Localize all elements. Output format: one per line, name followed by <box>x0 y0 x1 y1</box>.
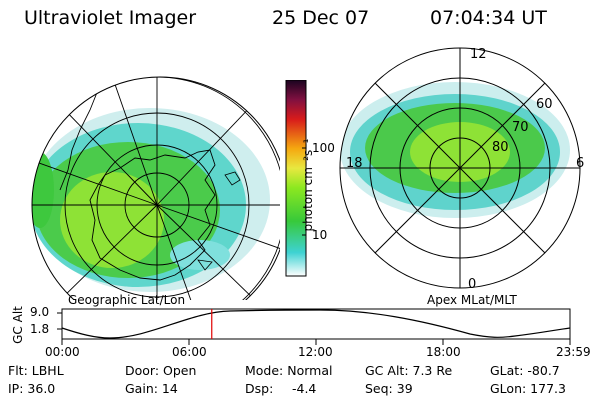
seq-info: Seq: 39 <box>365 381 413 396</box>
glat-info: GLat: -80.7 <box>490 363 560 378</box>
colorbar-tick-100: 100 <box>312 141 335 155</box>
right-panel-caption: Apex MLat/MLT <box>427 293 517 307</box>
ip-info: IP: 36.0 <box>8 381 56 396</box>
colorbar-tick-10: 10 <box>312 228 328 242</box>
dsp-label: Dsp: <box>245 381 274 396</box>
timeline-ytick-1: 1.8 <box>30 322 50 336</box>
magnetic-polar-plot <box>339 47 581 289</box>
aurora-core <box>60 172 164 268</box>
door-info: Door: Open <box>125 363 197 378</box>
geographic-image <box>31 76 280 300</box>
timeline-xtick-0000: 00:00 <box>45 345 80 359</box>
coastline-continent <box>59 77 101 191</box>
colorbar-unit-label: photon cm⁻²s⁻¹ <box>301 138 315 232</box>
filter-info: Flt: LBHL <box>8 363 64 378</box>
left-panel-caption: Geographic Lat/Lon <box>68 293 186 307</box>
coastline-antarctica <box>89 149 216 281</box>
dsp-value: -4.4 <box>292 381 317 396</box>
mlt-label-0: 0 <box>468 277 477 292</box>
mlt-label-12: 12 <box>470 47 487 62</box>
timeline-xtick-1800: 18:00 <box>426 345 461 359</box>
timeline-xtick-1200: 12:00 <box>298 345 333 359</box>
lat-label-80: 80 <box>492 140 509 155</box>
orbit-timeline <box>57 308 571 345</box>
instrument-title: Ultraviolet Imager <box>24 7 197 29</box>
colorbar <box>285 80 307 277</box>
gain-info: Gain: 14 <box>125 381 178 396</box>
glon-info: GLon: 177.3 <box>490 381 566 396</box>
date-label: 25 Dec 07 <box>272 7 370 29</box>
gc-alt-info: GC Alt: 7.3 Re <box>365 363 453 378</box>
lat-label-60: 60 <box>536 97 553 112</box>
timeline-ytick-9: 9.0 <box>30 305 50 319</box>
time-label: 07:04:34 UT <box>430 7 547 29</box>
mlt-label-18: 18 <box>346 156 363 171</box>
mlt-label-6: 6 <box>576 156 585 171</box>
mode-info: Mode: Normal <box>245 363 333 378</box>
lat-label-70: 70 <box>512 120 529 135</box>
timeline-xtick-0600: 06:00 <box>172 345 207 359</box>
timeline-xtick-2359: 23:59 <box>556 345 591 359</box>
gc-alt-curve <box>61 309 571 339</box>
